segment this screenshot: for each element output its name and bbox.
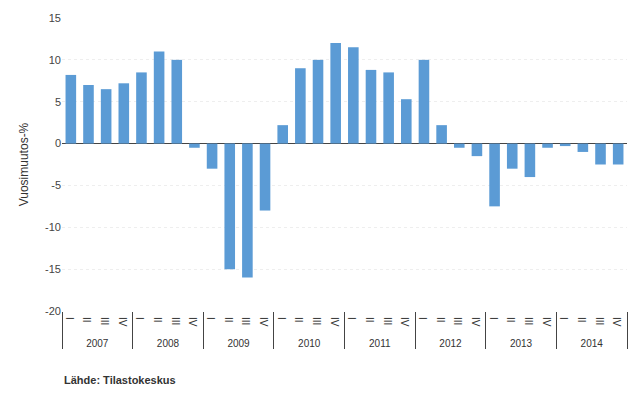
- svg-text:2008: 2008: [157, 338, 180, 349]
- svg-text:I: I: [205, 317, 216, 320]
- svg-text:IV: IV: [258, 317, 269, 327]
- svg-text:IV: IV: [611, 317, 622, 327]
- svg-text:II: II: [435, 317, 446, 323]
- svg-text:II: II: [223, 317, 234, 323]
- svg-text:IV: IV: [399, 317, 410, 327]
- svg-text:II: II: [576, 317, 587, 323]
- svg-text:III: III: [99, 317, 110, 325]
- svg-text:I: I: [417, 317, 428, 320]
- svg-text:II: II: [364, 317, 375, 323]
- svg-text:IV: IV: [470, 317, 481, 327]
- svg-text:2012: 2012: [439, 338, 462, 349]
- svg-text:2009: 2009: [227, 338, 250, 349]
- svg-text:-10: -10: [45, 221, 61, 233]
- svg-text:IV: IV: [187, 317, 198, 327]
- svg-text:5: 5: [55, 96, 61, 108]
- svg-text:III: III: [311, 317, 322, 325]
- svg-text:2014: 2014: [581, 338, 604, 349]
- svg-text:I: I: [134, 317, 145, 320]
- svg-text:III: III: [594, 317, 605, 325]
- svg-text:2010: 2010: [298, 338, 321, 349]
- svg-text:2011: 2011: [369, 338, 391, 349]
- svg-text:Lähde: Tilastokeskus: Lähde: Tilastokeskus: [64, 374, 176, 386]
- svg-text:2007: 2007: [86, 338, 109, 349]
- svg-text:III: III: [523, 317, 534, 325]
- svg-text:III: III: [240, 317, 251, 325]
- svg-text:-20: -20: [45, 305, 61, 317]
- svg-text:II: II: [152, 317, 163, 323]
- svg-text:-15: -15: [45, 263, 61, 275]
- svg-text:III: III: [452, 317, 463, 325]
- svg-text:III: III: [382, 317, 393, 325]
- svg-text:15: 15: [49, 12, 61, 24]
- svg-text:IV: IV: [329, 317, 340, 327]
- svg-text:0: 0: [55, 137, 61, 149]
- svg-text:I: I: [276, 317, 287, 320]
- svg-text:2013: 2013: [510, 338, 533, 349]
- svg-text:I: I: [558, 317, 569, 320]
- svg-text:I: I: [488, 317, 499, 320]
- svg-text:Vuosimuutos-%: Vuosimuutos-%: [17, 122, 31, 206]
- svg-text:I: I: [346, 317, 357, 320]
- svg-text:II: II: [505, 317, 516, 323]
- svg-text:II: II: [81, 317, 92, 323]
- svg-text:I: I: [64, 317, 75, 320]
- svg-text:III: III: [170, 317, 181, 325]
- svg-text:IV: IV: [541, 317, 552, 327]
- svg-text:II: II: [293, 317, 304, 323]
- svg-text:-5: -5: [51, 179, 61, 191]
- svg-text:IV: IV: [117, 317, 128, 327]
- svg-text:10: 10: [49, 54, 61, 66]
